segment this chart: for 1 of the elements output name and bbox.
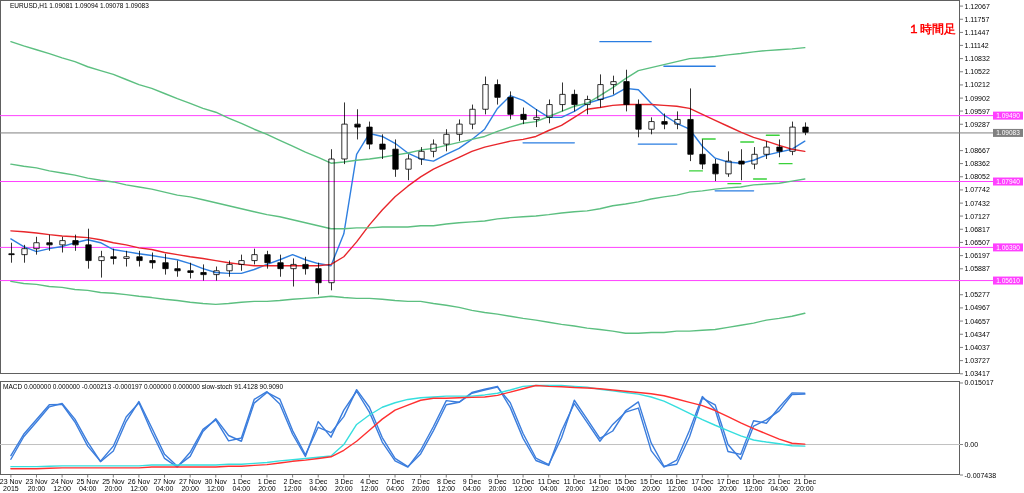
text: １時間足 (908, 22, 956, 36)
